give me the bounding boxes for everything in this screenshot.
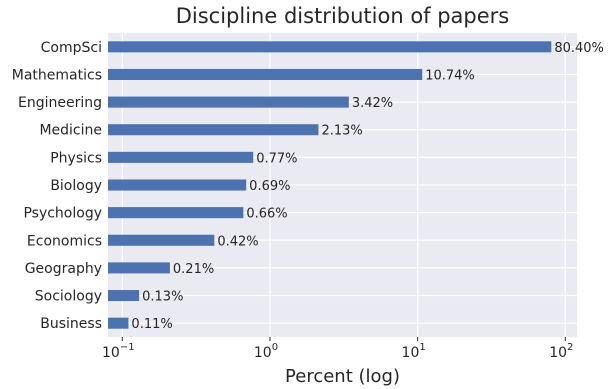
labels: CompSci 80.40% Mathematics 10.74% Engineerin… <box>12 40 604 361</box>
data-label: 3.42% <box>352 96 393 111</box>
bar-compsci <box>108 41 552 53</box>
bar-mathematics <box>108 68 423 80</box>
category-label: Physics <box>50 150 102 166</box>
data-label: 80.40% <box>554 41 604 56</box>
category-label: Business <box>40 316 102 332</box>
data-label: 0.42% <box>217 234 258 249</box>
category-label: Mathematics <box>12 67 102 83</box>
bar-engineering <box>108 96 349 108</box>
category-label: Engineering <box>18 95 102 111</box>
data-label: 0.69% <box>249 179 290 194</box>
data-label: 0.66% <box>246 207 287 222</box>
x-tick-label: 102 <box>549 342 573 361</box>
data-label: 2.13% <box>321 124 362 139</box>
category-label: Psychology <box>23 206 102 222</box>
category-label: CompSci <box>41 40 102 56</box>
bar-biology <box>108 179 247 191</box>
chart-title: Discipline distribution of papers <box>176 4 510 28</box>
x-tick-label: 10−1 <box>102 342 135 361</box>
data-label: 0.21% <box>173 262 214 277</box>
data-label: 0.13% <box>142 290 183 305</box>
category-label: Economics <box>27 233 102 249</box>
data-label: 0.77% <box>256 151 297 166</box>
data-label: 10.74% <box>425 68 475 83</box>
x-tick-label: 100 <box>254 342 278 361</box>
bar-physics <box>108 151 254 163</box>
category-label: Biology <box>50 178 102 194</box>
bars <box>108 41 552 329</box>
bar-psychology <box>108 207 244 219</box>
category-label: Sociology <box>35 289 102 305</box>
category-label: Geography <box>25 261 102 277</box>
bar-medicine <box>108 124 319 136</box>
data-label: 0.11% <box>131 317 172 332</box>
x-tick-label: 101 <box>402 342 426 361</box>
bar-economics <box>108 234 215 246</box>
bar-geography <box>108 262 170 274</box>
bar-business <box>108 317 129 329</box>
category-label: Medicine <box>39 123 102 139</box>
x-axis-label: Percent (log) <box>285 366 400 387</box>
bar-sociology <box>108 290 140 302</box>
